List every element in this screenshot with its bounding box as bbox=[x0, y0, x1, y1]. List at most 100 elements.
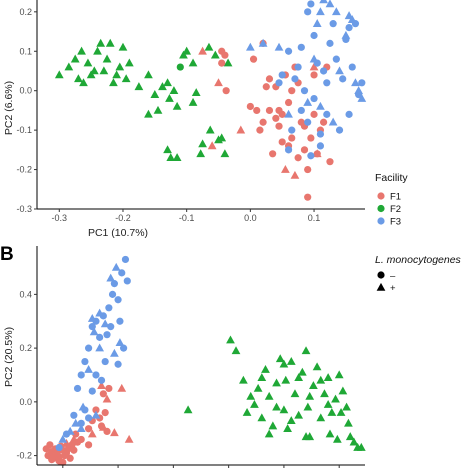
panel-b-point-f3-circle bbox=[116, 317, 124, 325]
panel-b-point-f2-triangle bbox=[281, 375, 291, 384]
panel-b-point-f1-circle bbox=[46, 441, 54, 449]
panel-a-point-f1-circle bbox=[259, 118, 267, 126]
panel-b-point-f2-triangle bbox=[325, 429, 335, 438]
panel-a-point-f1-triangle bbox=[236, 125, 246, 134]
panel-a-point-f3-circle bbox=[288, 126, 296, 134]
panel-a-point-f3-triangle bbox=[331, 7, 341, 16]
panel-a-point-f3-triangle bbox=[347, 15, 357, 24]
panel-a-point-f2-triangle bbox=[93, 46, 102, 55]
panel-b-point-f2-triangle bbox=[279, 405, 289, 414]
panel-a-point-f2-triangle bbox=[115, 62, 125, 71]
panel-b-point-f2-triangle bbox=[231, 346, 241, 355]
panel-a-point-f2-triangle bbox=[70, 54, 80, 63]
panel-a-point-f1-circle bbox=[310, 110, 318, 118]
legend-facility-title: Facility bbox=[375, 172, 408, 184]
panel-a-point-f2-triangle bbox=[158, 82, 167, 91]
panel-a-y-axis-label: PC2 (6.6%) bbox=[3, 81, 15, 135]
panel-a-point-f3-triangle bbox=[274, 42, 284, 51]
panel-b-point-f3-circle bbox=[101, 357, 109, 366]
panel-a-y-tick-label: -0.1 bbox=[16, 125, 32, 135]
panel-b-point-f3-circle bbox=[77, 419, 85, 427]
panel-a-point-f1-triangle bbox=[290, 170, 300, 179]
panel-b-point-f2-triangle bbox=[327, 408, 337, 416]
panel-b-point-f1-circle bbox=[59, 458, 67, 466]
panel-a-point-f2-triangle bbox=[223, 58, 233, 67]
panel-a-point-f3-circle bbox=[345, 24, 353, 32]
panel-a-point-f2-triangle bbox=[74, 74, 83, 83]
panel-b-point-f1-circle bbox=[105, 384, 113, 393]
panel-a-point-f2-triangle bbox=[150, 90, 160, 98]
panel-b-point-f2-triangle bbox=[242, 408, 252, 416]
panel-a-point-f1-circle bbox=[249, 55, 258, 63]
panel-a-point-f3-triangle bbox=[351, 78, 360, 87]
panel-b-point-f2-triangle bbox=[226, 335, 235, 344]
legend-lm-key-triangle bbox=[376, 282, 386, 291]
panel-a-point-f1-circle bbox=[304, 165, 312, 174]
panel-a-point-f2-triangle bbox=[182, 46, 192, 55]
panel-b-point-f3-circle bbox=[55, 443, 63, 452]
legend-facility-key-f2 bbox=[377, 204, 385, 213]
panel-b-point-f3-triangle bbox=[106, 273, 116, 282]
legend-facility-key-f1 bbox=[377, 192, 385, 200]
panel-a-point-f2-triangle bbox=[188, 58, 198, 67]
panel-a-point-f1-triangle bbox=[309, 62, 319, 71]
panel-b-point-f2-triangle bbox=[261, 365, 270, 373]
panel-b-point-f2-triangle bbox=[356, 442, 366, 451]
panel-b-point-f2-triangle bbox=[283, 424, 292, 433]
panel-a-point-f2-triangle bbox=[172, 153, 182, 162]
panel-a-point-f3-circle bbox=[294, 63, 302, 71]
panel-b-point-f2-triangle bbox=[349, 437, 359, 446]
panel-b-point-f1-triangle bbox=[98, 422, 108, 431]
panel-a-point-f3-circle bbox=[300, 87, 309, 95]
panel-a-x-tick-label: -0.2 bbox=[115, 213, 131, 223]
panel-a-point-f3-triangle bbox=[354, 86, 364, 95]
panel-a-point-f2-triangle bbox=[89, 66, 99, 75]
panel-b-point-f2-triangle bbox=[239, 375, 248, 384]
panel-a-point-f3-circle bbox=[310, 94, 318, 103]
panel-b-point-f2-triangle bbox=[275, 354, 285, 363]
panel-b-point-f2-triangle bbox=[257, 413, 267, 422]
panel-a-point-f2-triangle bbox=[172, 101, 182, 110]
panel-b-point-f2-triangle bbox=[268, 421, 278, 430]
panel-a-point-f3-triangle bbox=[316, 7, 325, 16]
panel-b-point-f3-triangle bbox=[76, 424, 86, 433]
panel-a-point-f2-triangle bbox=[79, 78, 88, 87]
panel-b-point-f2-triangle bbox=[286, 356, 296, 365]
panel-a-point-f1-circle bbox=[275, 122, 283, 130]
panel-a-point-f3-triangle bbox=[258, 38, 268, 47]
panel-a-y-tick-label: 0.2 bbox=[19, 7, 32, 17]
panel-a-y-tick-label: 0.0 bbox=[19, 86, 32, 96]
panel-b-point-f2-triangle bbox=[297, 367, 307, 376]
panel-a-point-f2-triangle bbox=[118, 42, 128, 51]
panel-b-point-f3-circle bbox=[84, 414, 93, 422]
panel-a-point-f3-circle bbox=[345, 110, 353, 118]
panel-a-point-f2-triangle bbox=[217, 133, 227, 142]
panel-a-point-f1-circle bbox=[256, 126, 264, 134]
panel-b-point-f2-triangle bbox=[290, 389, 300, 398]
panel-a-point-f1-circle bbox=[294, 154, 302, 162]
panel-a-point-f1-circle bbox=[278, 138, 286, 146]
panel-b-point-f2-triangle bbox=[286, 416, 296, 424]
panel-a-point-f2-triangle bbox=[112, 70, 121, 79]
panel-b-point-f3-circle bbox=[84, 344, 93, 352]
panel-b-point-f3-circle bbox=[77, 371, 85, 379]
panel-b-point-f3-circle bbox=[92, 371, 100, 379]
panel-b-point-f3-circle bbox=[105, 304, 113, 312]
panel-a-point-f2-circle bbox=[176, 63, 184, 71]
panel-a-point-f3-circle bbox=[348, 63, 356, 71]
panel-b-y-tick-label: 0.0 bbox=[19, 397, 32, 407]
legend-facility-label: F1 bbox=[390, 192, 401, 203]
panel-a-points bbox=[54, 0, 367, 201]
panel-b-point-f3-triangle bbox=[78, 402, 88, 411]
panel-b-point-f2-triangle bbox=[334, 370, 344, 379]
panel-a-point-f3-triangle bbox=[309, 54, 319, 63]
legend-lm-label: – bbox=[390, 271, 396, 282]
panel-a-point-f2-triangle bbox=[109, 78, 118, 87]
panel-a-x-axis-label: PC1 (10.7%) bbox=[88, 227, 148, 239]
panel-a-point-f2-triangle bbox=[153, 105, 163, 114]
panel-a-point-f1-circle bbox=[262, 83, 270, 91]
panel-b-point-f3-circle bbox=[81, 357, 89, 366]
panel-b-point-f2-triangle bbox=[320, 389, 329, 398]
panel-b-point-f2-triangle bbox=[316, 375, 326, 384]
